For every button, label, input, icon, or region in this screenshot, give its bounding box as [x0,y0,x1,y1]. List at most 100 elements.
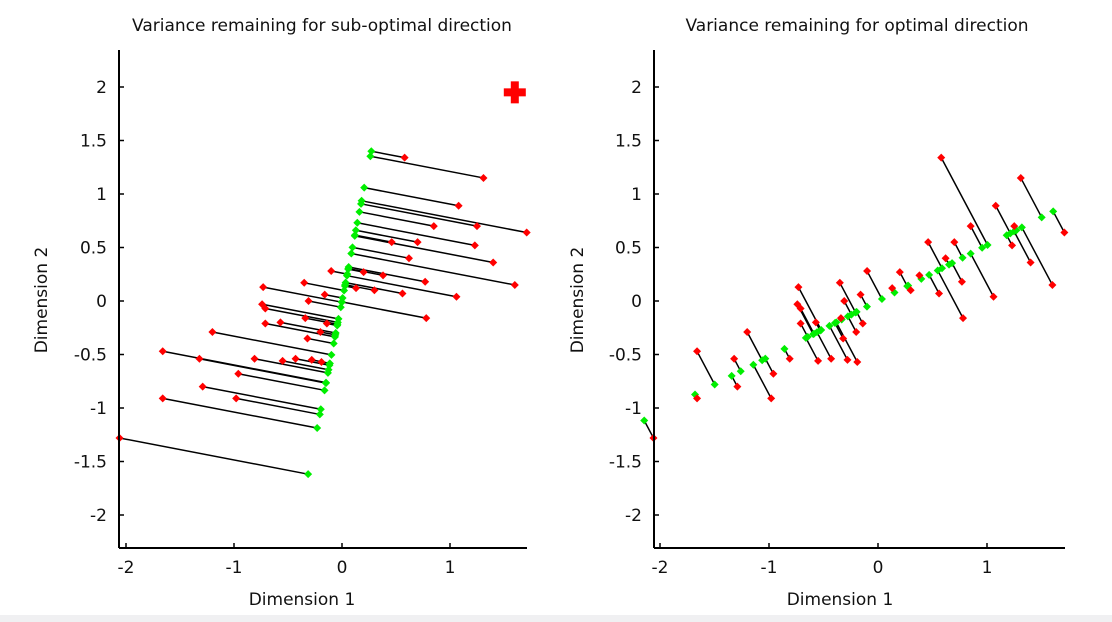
data-point [840,297,849,305]
data-point [232,394,241,403]
data-point [422,314,431,323]
projection-point [316,405,325,414]
data-point [843,355,852,364]
projection-point [348,243,357,252]
residual-line [970,253,995,298]
projection-point [338,294,347,303]
x-tick-label: 1 [982,558,993,578]
residual-line [839,282,857,313]
y-tick-label: 1.5 [615,132,642,152]
data-point [261,304,270,313]
data-point [261,319,270,328]
x-tick-label: -1 [761,558,778,578]
data-point [370,286,379,295]
data-point [1016,173,1025,182]
data-point [915,271,924,280]
projection-point [978,243,987,252]
data-point [291,354,300,363]
y-tick-label: -2 [625,506,642,526]
residual-line [341,301,427,319]
data-point [404,254,413,263]
residual-line [354,234,392,243]
data-point [470,241,479,250]
data-point [489,258,498,267]
bottom-band [0,615,1112,622]
residual-line [263,286,342,303]
y-tick-label: 1 [631,185,642,205]
x-tick-label: 0 [873,558,884,578]
data-point [208,328,217,337]
residual-line [265,307,338,324]
data-point [895,268,904,277]
residual-line [346,274,457,298]
residual-line [361,200,527,234]
data-point [856,290,865,299]
data-points [115,153,531,442]
y-tick-label: -1.5 [609,453,642,473]
x-ticks: -2 -1 0 1 [118,543,456,578]
residual-line [162,397,318,429]
y-tick-label: 2 [96,78,107,98]
projection-point [948,259,957,268]
residual-line [359,211,434,227]
data-point [327,267,336,276]
y-tick-label: 0.5 [80,239,107,259]
data-point [454,201,463,210]
residual-line [238,373,325,392]
data-point [966,222,975,231]
projection-point [313,424,322,433]
projection-point [353,218,362,227]
residual-line [752,364,772,399]
residual-lines [643,157,1066,439]
x-tick-label: -2 [118,558,135,578]
projection-point [340,286,349,295]
x-tick-label: -2 [652,558,669,578]
residual-line [282,360,329,371]
residual-line [345,283,375,292]
projection-point [344,263,353,272]
residual-line [1020,177,1043,218]
data-point [796,304,805,313]
residual-line [351,252,515,286]
x-axis-label: Dimension 1 [249,590,356,610]
residual-line [696,350,716,385]
residual-line [305,317,338,326]
data-point [276,318,285,327]
residual-line [354,235,494,264]
residual-line [969,225,983,249]
residual-line [352,246,410,259]
projection-point [1002,231,1011,240]
data-point [250,354,259,363]
red-cross-icon [503,81,526,104]
data-point [158,394,167,403]
residual-line [119,437,309,475]
data-point [158,347,167,356]
y-axis-label: Dimension 2 [568,247,588,354]
residual-line [799,308,815,335]
subplot-suboptimal: Variance remaining for sub-optimal direc… [32,16,531,610]
projection-point [341,278,350,287]
data-point [733,382,742,391]
projection-point [1037,213,1046,222]
data-point [398,289,407,298]
data-point [317,357,326,366]
residual-line [202,385,321,411]
projection-point [736,367,745,376]
data-point [379,271,388,280]
x-tick-label: 1 [445,558,456,578]
data-point [888,284,897,293]
projection-point [329,339,338,348]
chart-title: Variance remaining for sub-optimal direc… [132,16,512,36]
residual-line [805,337,819,362]
y-tick-label: -1 [625,399,642,419]
axes [653,50,1065,549]
residual-line [370,155,484,179]
data-point [950,238,959,247]
x-axis-label: Dimension 1 [787,590,894,610]
data-point [421,277,430,286]
projection-point [862,302,871,311]
axes [118,50,527,549]
residual-line [746,331,763,361]
data-point [259,283,268,292]
data-point [479,173,488,182]
